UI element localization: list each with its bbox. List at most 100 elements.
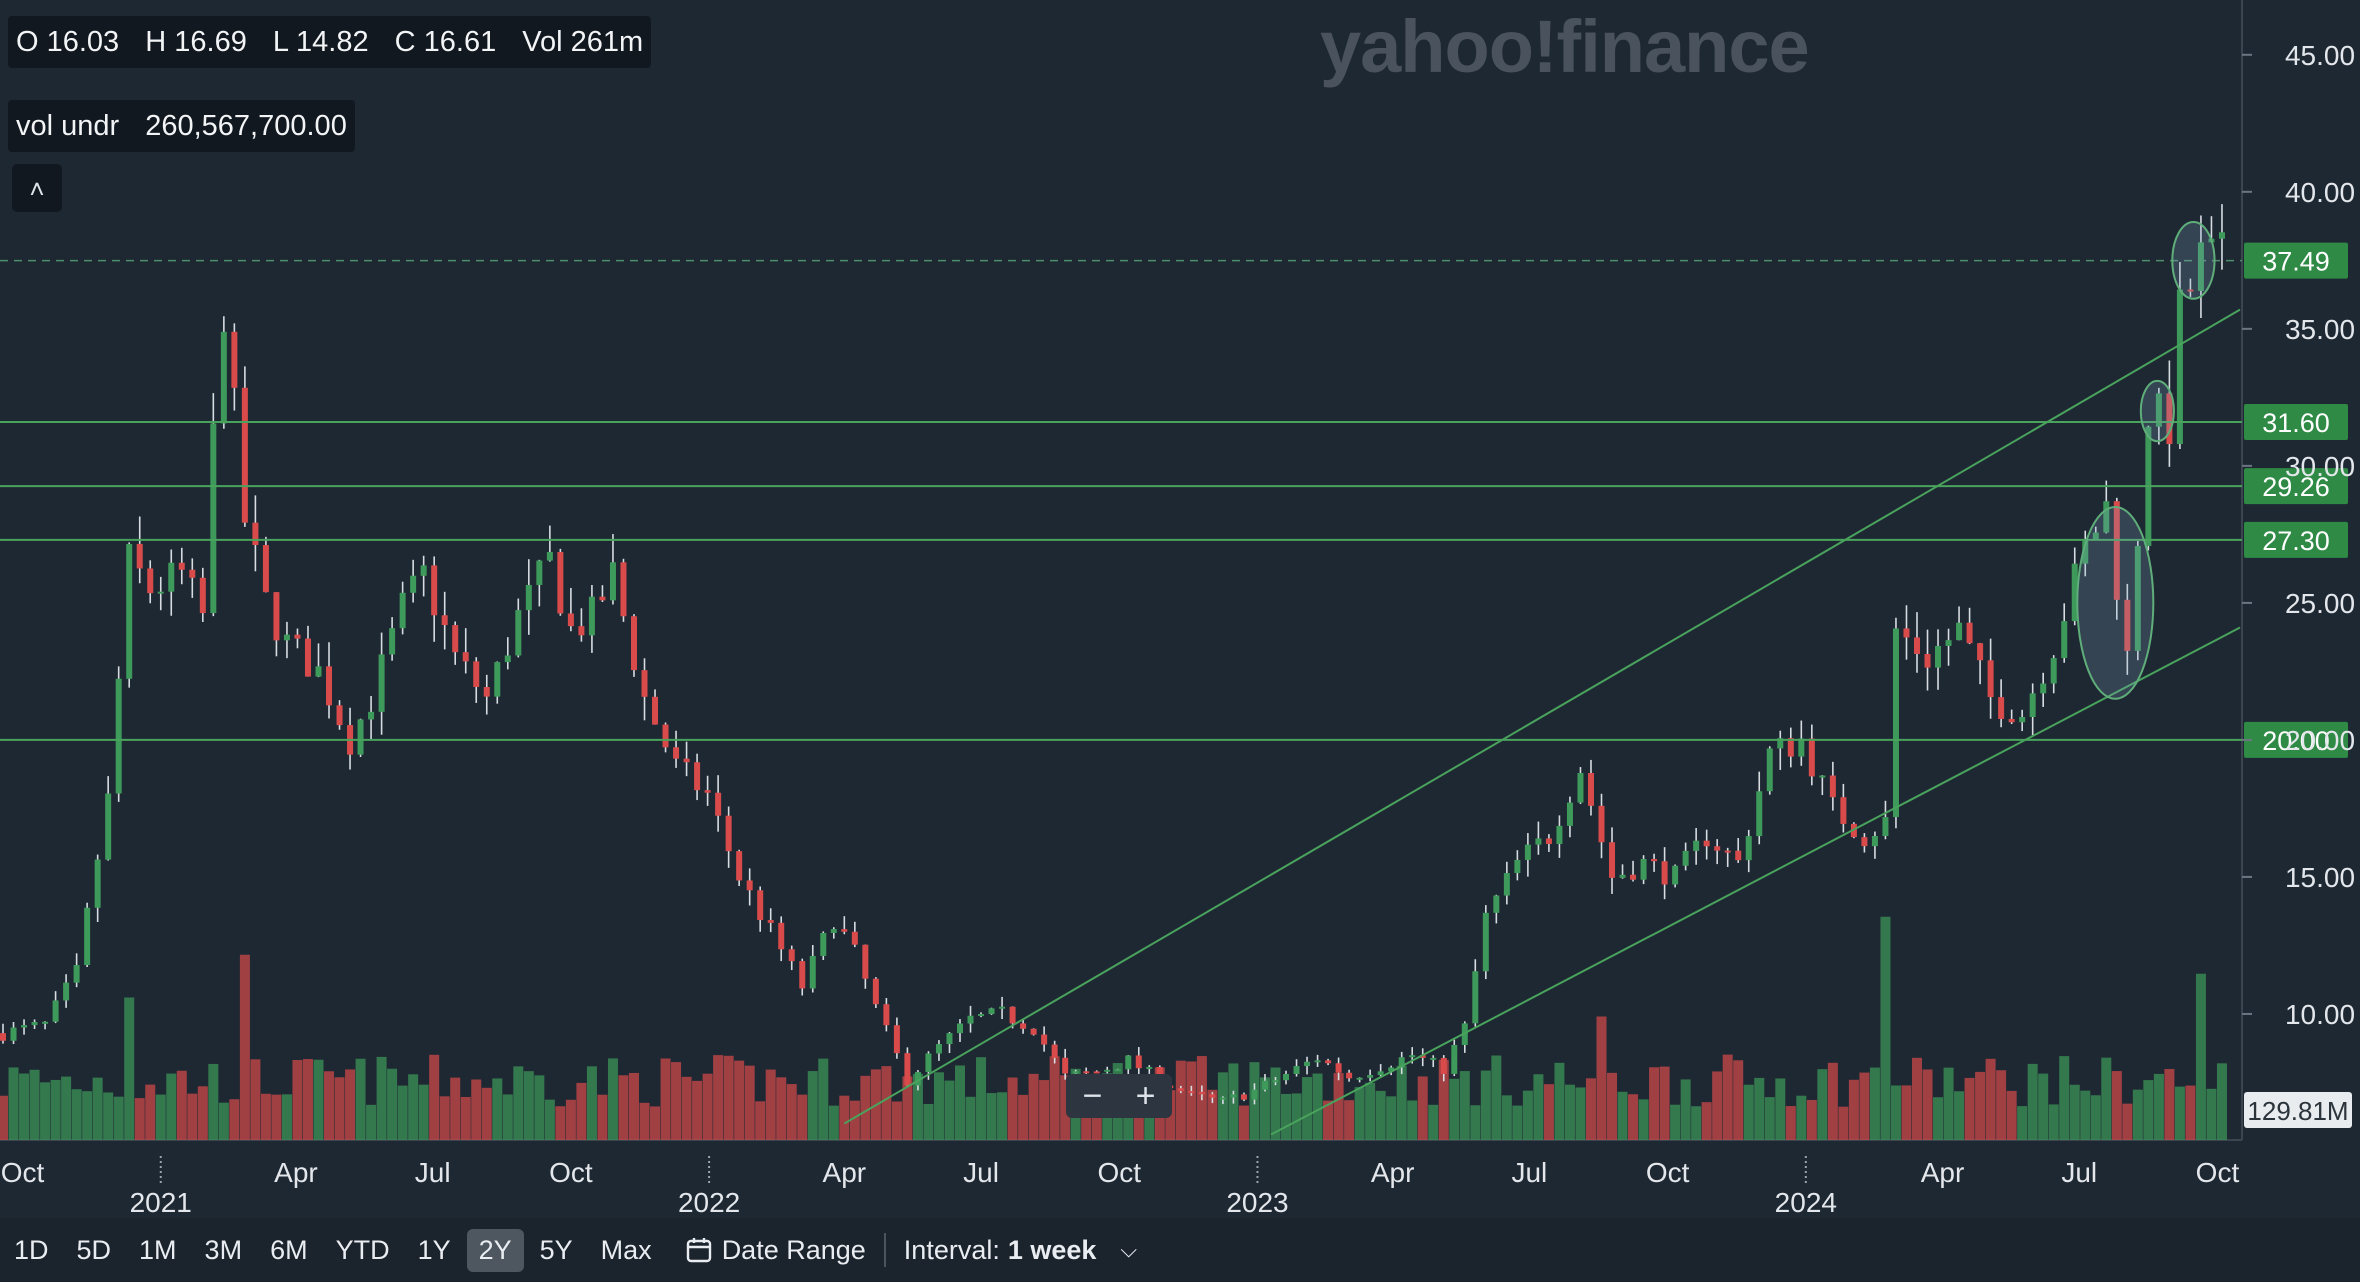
candle-body	[368, 711, 375, 720]
volume-bar	[71, 1089, 82, 1140]
volume-bar	[881, 1066, 892, 1140]
candle-body	[1409, 1055, 1416, 1058]
candle-body	[1472, 971, 1479, 1024]
candle-body	[925, 1053, 932, 1073]
candle-body	[588, 596, 595, 636]
candle-body	[757, 890, 764, 921]
candle-body	[1556, 825, 1563, 845]
volume-bar	[1207, 1089, 1218, 1140]
volume-bar	[1007, 1077, 1018, 1140]
volume-bar	[639, 1102, 650, 1140]
volume-bar	[1238, 1105, 1249, 1140]
candle-body	[799, 961, 806, 989]
range-button-1m[interactable]: 1M	[139, 1234, 177, 1265]
candle-body	[147, 568, 154, 594]
volume-bar	[713, 1055, 724, 1140]
volume-bar	[523, 1071, 534, 1140]
candle-body	[252, 522, 259, 546]
volume-bar	[1996, 1070, 2007, 1140]
range-button-3m[interactable]: 3M	[204, 1234, 243, 1265]
candle-body	[1735, 850, 1742, 861]
range-button-ytd[interactable]: YTD	[335, 1234, 390, 1265]
volume-bar	[1344, 1100, 1355, 1140]
volume-bar	[155, 1094, 166, 1140]
collapse-button[interactable]: ˄	[12, 164, 62, 212]
candle-body	[1977, 643, 1984, 661]
candle-body	[1587, 773, 1594, 806]
volume-label-bg	[2244, 1092, 2352, 1128]
volume-bar	[650, 1106, 661, 1140]
volume-bar	[1512, 1105, 1523, 1140]
x-axis: Oct 2021 Apr Jul Oct 2022 Apr Jul Oct 2023 Apr Jul O…	[1, 1156, 2240, 1218]
volume-bar	[1270, 1067, 1281, 1140]
candle-body	[630, 616, 637, 671]
candle-body	[1682, 850, 1689, 866]
volume-bar	[376, 1056, 387, 1140]
volume-bar	[134, 1098, 145, 1140]
candle-body	[1072, 1071, 1079, 1074]
highlight-ellipse	[2076, 505, 2155, 700]
volume-bar	[2164, 1068, 2175, 1140]
range-button-2y[interactable]: 2Y	[466, 1228, 524, 1272]
volume-bar	[1754, 1077, 1765, 1140]
candle-body	[1146, 1066, 1153, 1069]
candle-body	[294, 634, 301, 639]
volume-bar	[502, 1094, 513, 1140]
volume-bar	[1312, 1073, 1323, 1140]
volume-bar	[2216, 1063, 2227, 1140]
candle-body	[715, 792, 722, 816]
volume-bar	[92, 1077, 103, 1140]
candle-body	[462, 652, 469, 662]
candle-body	[525, 584, 532, 611]
volume-bar	[408, 1074, 419, 1140]
y-tick-label: 15.00	[2285, 862, 2355, 893]
candle-body	[2166, 393, 2173, 445]
candle-body	[2218, 232, 2225, 239]
candle-body	[1672, 865, 1679, 885]
volume-bar	[2206, 1088, 2217, 1140]
candle-body	[1829, 775, 1836, 798]
volume-bar	[965, 1096, 976, 1140]
volume-bar	[1596, 1016, 1607, 1140]
volume-bar	[1911, 1057, 1922, 1140]
date-range-button[interactable]: Date Range	[686, 1235, 866, 1266]
candle-body	[1314, 1060, 1321, 1063]
volume-bar	[113, 1096, 124, 1140]
candle-body	[2092, 532, 2099, 540]
candle-body	[1787, 738, 1794, 757]
range-button-6m[interactable]: 6M	[270, 1234, 308, 1265]
volume-bar	[1449, 1078, 1460, 1140]
volume-bar	[1628, 1094, 1639, 1140]
candle-body	[546, 552, 553, 561]
candle-body	[883, 1004, 890, 1026]
volume-bar	[50, 1079, 61, 1140]
x-tick-label: Jul	[2061, 1157, 2097, 1188]
range-button-max[interactable]: Max	[600, 1234, 652, 1265]
interval-label: Interval:	[903, 1234, 1000, 1265]
x-tick-label: Oct	[2196, 1157, 2240, 1188]
plus-icon[interactable]: +	[1135, 1076, 1156, 1115]
range-button-1y[interactable]: 1Y	[417, 1234, 451, 1265]
candle-body	[115, 678, 122, 794]
volume-bar	[387, 1068, 398, 1140]
volume-bar	[2080, 1090, 2091, 1140]
volume-bar	[481, 1087, 492, 1140]
range-button-5y[interactable]: 5Y	[539, 1234, 573, 1265]
candle-body	[283, 634, 290, 641]
interval-dropdown[interactable]: Interval: 1 week ⌵	[904, 1235, 1137, 1266]
candle-body	[862, 944, 869, 979]
volume-bar	[1175, 1060, 1186, 1140]
candle-body	[1251, 1089, 1258, 1100]
candle-body	[809, 955, 816, 989]
minus-icon[interactable]: −	[1082, 1076, 1103, 1115]
volume-bar	[1890, 1085, 1901, 1140]
candle-body	[1987, 660, 1994, 698]
volume-axis-label: 129.81M	[2247, 1096, 2348, 1126]
candle-body	[1177, 1088, 1184, 1092]
level-label-bg	[2244, 404, 2348, 441]
x-tick-label: 2022	[678, 1187, 740, 1218]
volume-bar	[1848, 1079, 1859, 1140]
range-button-5d[interactable]: 5D	[76, 1234, 112, 1265]
price-chart[interactable]: 31.60 29.26 27.30 20.00 37.49 129.81M 10.00 15…	[0, 0, 2360, 1218]
range-button-1d[interactable]: 1D	[14, 1234, 49, 1265]
